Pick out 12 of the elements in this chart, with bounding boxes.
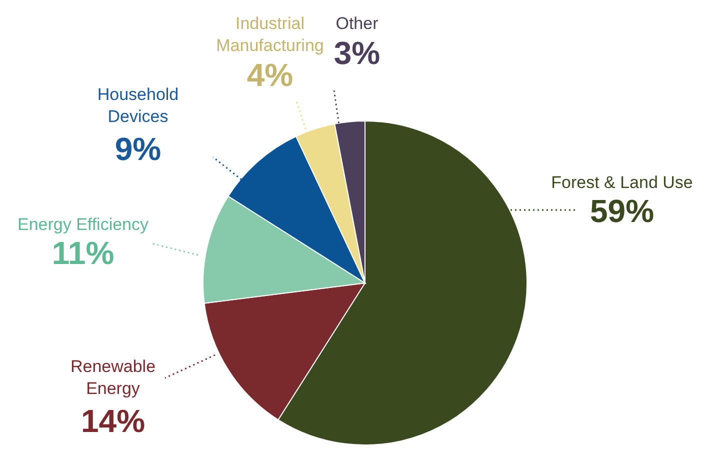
data-label: 59% xyxy=(590,193,654,229)
data-label: 11% xyxy=(52,235,114,271)
slice-label: Renewable Energy xyxy=(70,357,156,398)
data-label: 3% xyxy=(334,35,380,71)
slice-label: Forest & Land Use xyxy=(551,173,693,192)
data-label: 4% xyxy=(246,57,294,93)
slice-label: Household Devices xyxy=(97,85,179,126)
data-label: 9% xyxy=(114,131,162,167)
slice-label: Other xyxy=(336,14,379,33)
data-label: 14% xyxy=(80,403,146,439)
slice-label: Energy Efficiency xyxy=(17,215,150,234)
slice-label: Industrial Manufacturing xyxy=(216,14,324,55)
